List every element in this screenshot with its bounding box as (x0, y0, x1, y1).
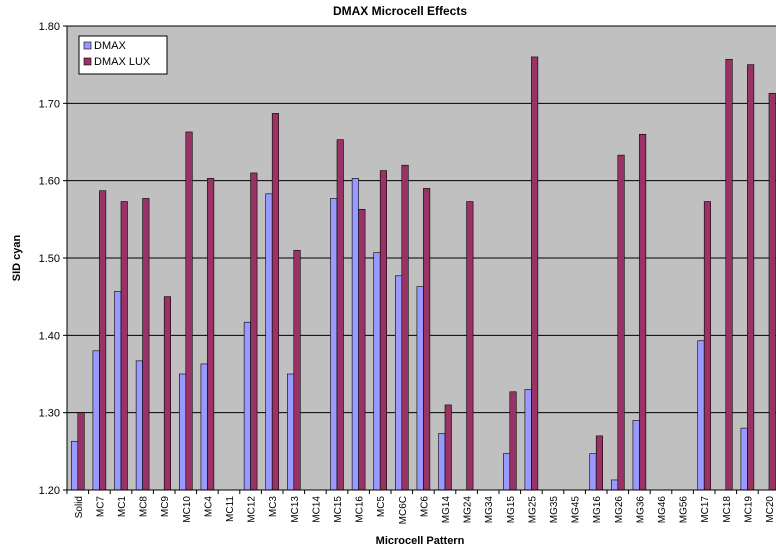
bar (768, 92, 776, 491)
bar (77, 412, 85, 491)
x-tick-label: MG45 (571, 496, 582, 524)
chart-title: DMAX Microcell Effects (333, 4, 467, 18)
bar (92, 350, 100, 491)
x-tick-label: MC6 (419, 496, 430, 518)
bar (185, 131, 193, 491)
bar (395, 275, 403, 491)
bar (697, 340, 705, 491)
x-tick-label: MC13 (290, 496, 301, 523)
x-tick-label: MC5 (376, 496, 387, 518)
bar (373, 252, 381, 491)
x-tick-label: MC4 (203, 496, 214, 518)
y-axis-title: SID cyan (11, 234, 23, 281)
x-tick-label: MG36 (635, 496, 646, 524)
bar (135, 360, 143, 491)
legend-label: DMAX (94, 40, 126, 52)
x-tick-label: MC3 (268, 496, 279, 518)
bar (163, 296, 171, 491)
bar (330, 198, 338, 491)
bar (120, 201, 128, 491)
bar (179, 373, 187, 491)
x-tick-label: MG15 (506, 496, 517, 524)
bar (114, 290, 122, 491)
legend-swatch (83, 57, 92, 66)
x-tick-label: MC16 (355, 496, 366, 523)
x-tick-label: MC11 (225, 496, 236, 522)
x-tick-label: MG34 (484, 496, 495, 524)
bar (336, 139, 344, 491)
y-tick-label: 1.40 (39, 330, 60, 342)
bar (595, 435, 603, 491)
x-tick-label: MC12 (247, 496, 258, 523)
bar (632, 420, 640, 491)
bar (71, 440, 79, 491)
bar (524, 389, 532, 491)
bar (293, 249, 301, 491)
bar (438, 433, 446, 491)
x-tick-label: MG14 (441, 496, 452, 524)
legend-box (78, 35, 168, 75)
x-tick-label: MC1 (117, 496, 128, 518)
x-tick-label: MC6C (398, 496, 409, 524)
bar (611, 479, 619, 491)
x-tick-label: MC15 (333, 496, 344, 523)
x-tick-label: MC20 (765, 496, 776, 523)
bar (243, 321, 251, 491)
bar (639, 133, 647, 491)
bar (271, 113, 279, 491)
x-tick-label: MC8 (139, 496, 150, 518)
bar (265, 193, 273, 491)
bar (740, 427, 748, 491)
x-axis-title: Microcell Pattern (376, 535, 465, 547)
x-tick-label: MG24 (463, 496, 474, 524)
bar (466, 201, 474, 491)
x-tick-label: MC10 (182, 496, 193, 523)
y-tick-label: 1.50 (39, 253, 60, 265)
bar (401, 164, 409, 491)
x-tick-label: MC19 (743, 496, 754, 523)
bar (509, 391, 517, 491)
bar (250, 172, 258, 491)
legend-label: DMAX LUX (94, 56, 151, 68)
y-tick-label: 1.60 (39, 176, 60, 188)
bar (617, 154, 625, 491)
bar (725, 58, 733, 491)
bar (287, 373, 295, 491)
bar (503, 453, 511, 491)
x-tick-label: MC18 (722, 496, 733, 523)
x-tick-label: MC17 (700, 496, 711, 523)
x-tick-label: MG56 (679, 496, 690, 524)
x-tick-label: MG46 (657, 496, 668, 524)
bar (99, 190, 107, 491)
bar (589, 453, 597, 491)
y-tick-label: 1.80 (39, 21, 60, 33)
y-tick-label: 1.30 (39, 408, 60, 420)
bar (423, 188, 431, 491)
x-tick-label: MG35 (549, 496, 560, 524)
x-tick-label: MC9 (160, 496, 171, 518)
bar (416, 286, 424, 491)
x-tick-label: MG26 (614, 496, 625, 524)
bar (351, 178, 359, 491)
x-tick-label: MC7 (95, 496, 106, 518)
bar (444, 404, 452, 491)
bar (531, 56, 539, 491)
bar (142, 198, 150, 491)
bar (358, 208, 366, 491)
bar (703, 201, 711, 491)
x-tick-label: MG25 (527, 496, 538, 524)
bar (200, 363, 208, 491)
x-tick-label: MG16 (592, 496, 603, 524)
bar (379, 170, 387, 491)
legend-swatch (83, 41, 92, 50)
x-tick-label: MC14 (311, 496, 322, 523)
x-tick-label: Solid (74, 496, 85, 518)
y-tick-label: 1.20 (39, 485, 60, 497)
bar (207, 178, 215, 491)
bar (747, 64, 755, 491)
y-tick-label: 1.70 (39, 98, 60, 110)
